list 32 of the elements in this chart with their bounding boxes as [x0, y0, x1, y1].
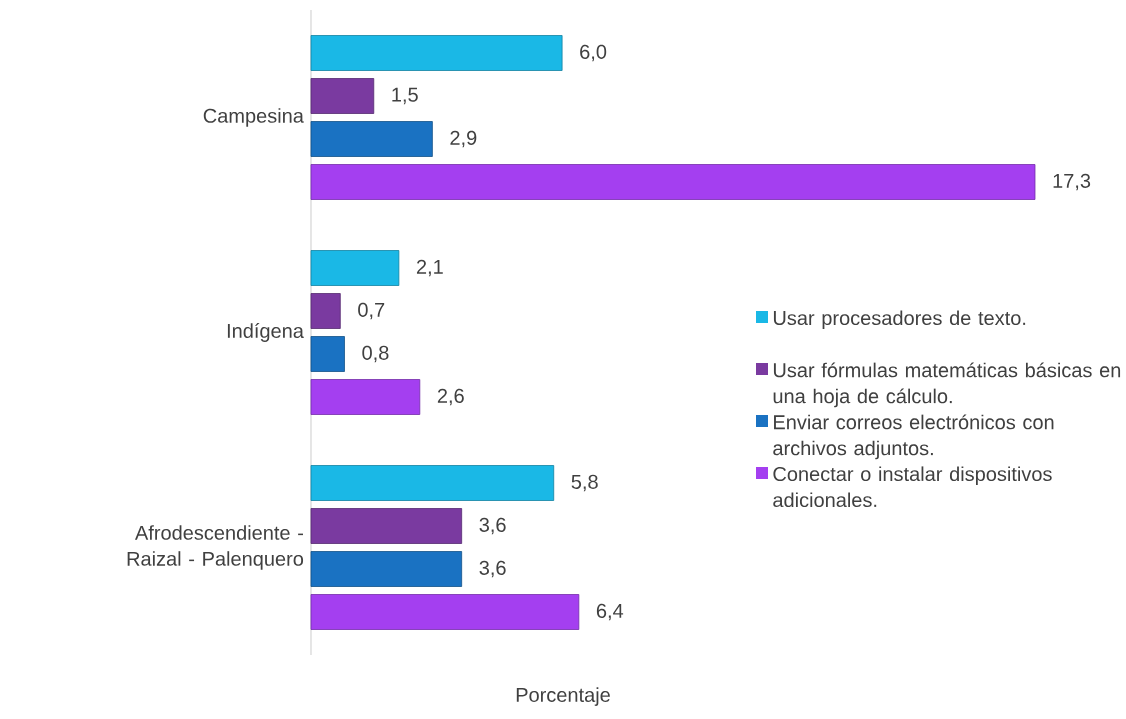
data-label: 3,6 — [479, 560, 506, 578]
legend-label: Enviar correos electrónicos con archivos adjuntos. — [773, 414, 1054, 460]
data-label: 6,0 — [580, 44, 607, 62]
bar — [310, 164, 1036, 200]
data-label: 0,7 — [358, 302, 385, 320]
bar — [310, 551, 463, 587]
bar — [310, 465, 555, 501]
x-axis-title: Porcentaje — [516, 687, 610, 706]
legend-label: Conectar o instalar dispositivos adicionales. — [773, 466, 1052, 508]
data-label: 2,9 — [450, 130, 477, 148]
y-tick-label: Indígena — [227, 323, 304, 342]
bar — [310, 293, 341, 329]
legend-label: Usar procesadores de texto. — [773, 310, 1026, 330]
y-tick-label: Afrodescendiente - Raizal - Palenquero — [127, 525, 304, 570]
data-label: 1,5 — [392, 87, 418, 105]
legend-label: Usar fórmulas matemáticas básicas en una hoja de cálculo. — [773, 362, 1121, 408]
bar — [310, 508, 463, 544]
data-label: 2,1 — [416, 259, 443, 277]
bar — [310, 121, 433, 157]
data-label: 0,8 — [362, 345, 389, 363]
bar — [310, 35, 563, 71]
bar — [310, 78, 375, 114]
bar — [310, 250, 400, 286]
data-label: 17,3 — [1053, 173, 1091, 191]
data-label: 3,6 — [479, 517, 506, 535]
bar — [310, 336, 345, 372]
y-tick-label: Campesina — [203, 108, 304, 127]
data-label: 5,8 — [571, 474, 598, 492]
bar — [310, 379, 421, 415]
bar — [310, 594, 580, 630]
data-label: 6,4 — [596, 603, 624, 621]
data-label: 2,6 — [437, 388, 464, 406]
